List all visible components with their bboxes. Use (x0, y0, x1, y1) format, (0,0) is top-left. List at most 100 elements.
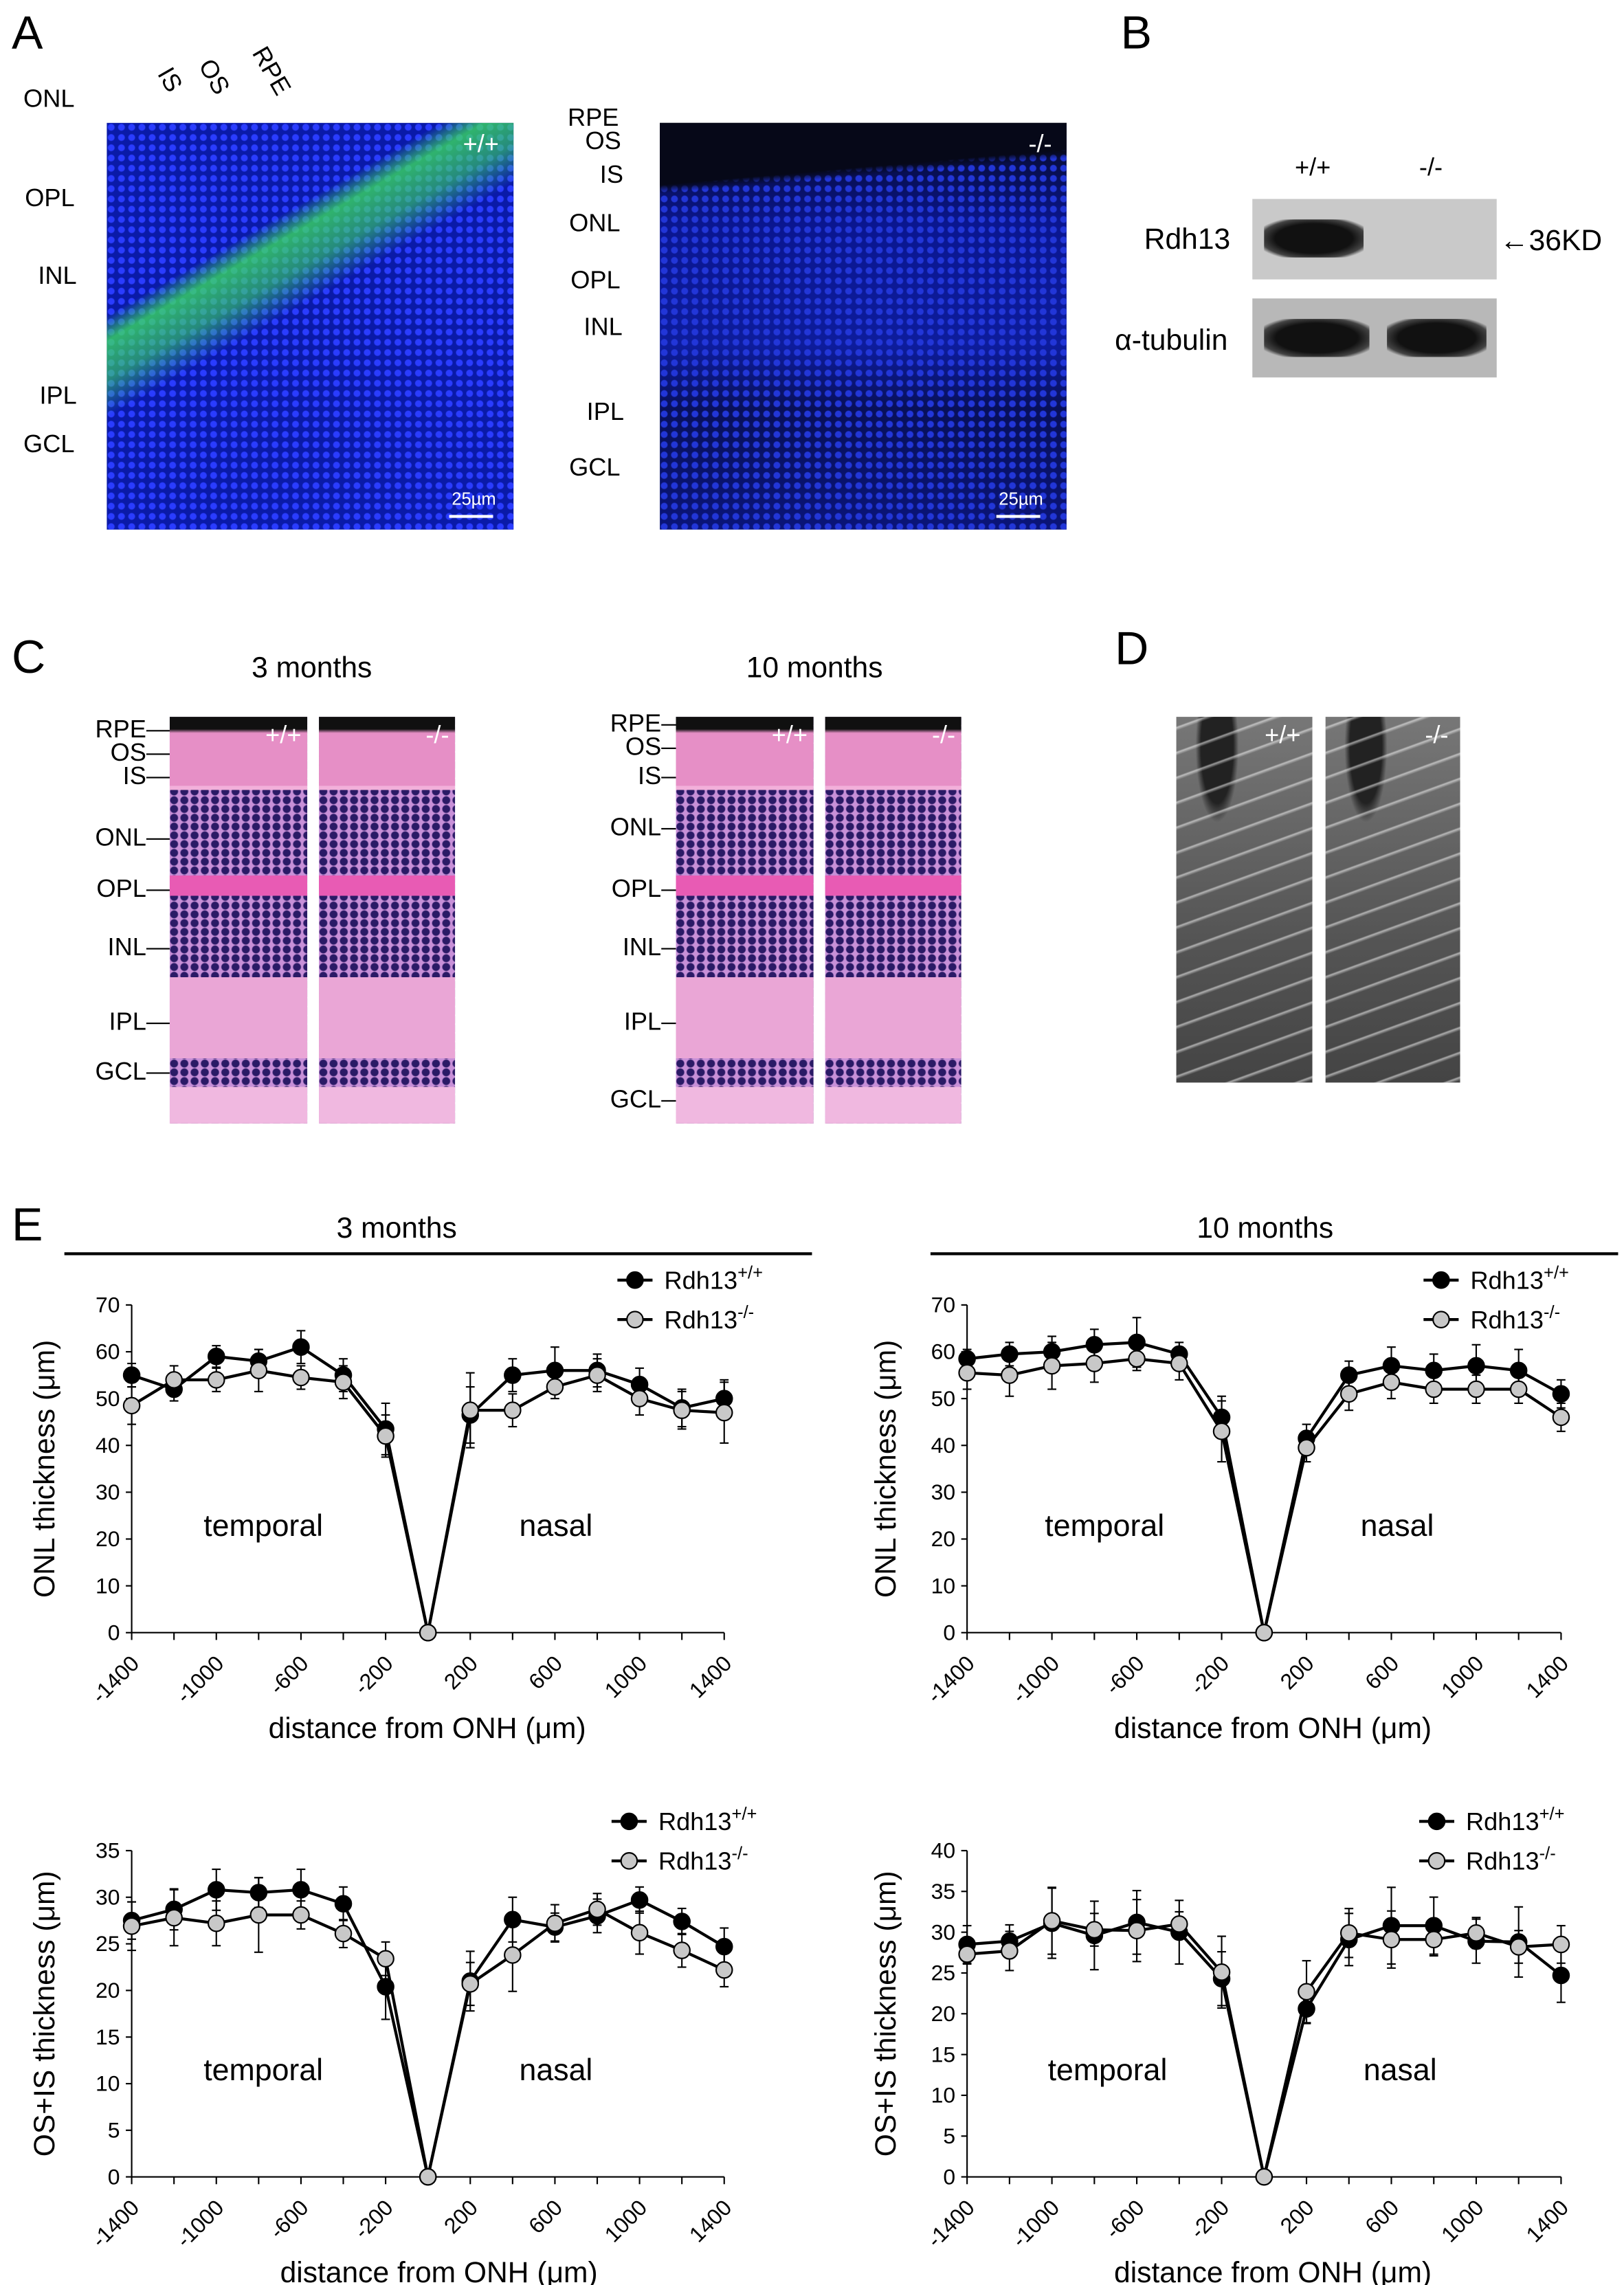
layer-label: INL (622, 933, 662, 961)
layer-label: IS (122, 762, 146, 790)
data-point (419, 1623, 437, 1642)
data-point (334, 1895, 353, 1913)
layer-label: INL (107, 933, 146, 961)
data-point (1043, 1912, 1061, 1930)
data-point (715, 1403, 733, 1422)
layer-label: ONL (610, 813, 662, 842)
genotype-label: +/+ (1265, 721, 1301, 749)
layer-label: OPL (570, 266, 621, 294)
data-point (1001, 1942, 1019, 1960)
data-point (546, 1378, 564, 1396)
layer-label: RPE (610, 709, 662, 737)
layer-label: GCL (95, 1058, 146, 1086)
x-tick-label: 200 (1276, 1651, 1319, 1694)
legend-marker (1432, 1311, 1450, 1328)
y-tick-label: 20 (931, 1526, 956, 1551)
data-point (1085, 1336, 1104, 1354)
x-tick-label: 200 (1276, 2195, 1319, 2238)
data-point (1382, 1357, 1401, 1375)
leader-line (661, 724, 676, 726)
layer-label: OS (585, 127, 621, 155)
x-tick-label: -600 (265, 2195, 313, 2244)
layer-label: IS (599, 161, 624, 189)
genotype-label: +/+ (463, 130, 499, 158)
data-point (165, 1908, 183, 1927)
data-point (207, 1881, 225, 1899)
legend-name: Rdh13 (664, 1306, 737, 1334)
y-tick-label: 0 (108, 1620, 120, 1645)
em-image-wildtype: +/+ (1176, 717, 1313, 1083)
legend-name: Rdh13 (1466, 1847, 1539, 1875)
x-tick-label: -1000 (171, 1651, 228, 1708)
data-point (334, 1924, 353, 1943)
data-point (1128, 1921, 1146, 1940)
y-tick-label: 10 (931, 1573, 956, 1598)
x-axis-title: distance from ONH (μm) (1114, 1712, 1432, 1745)
data-point (504, 1910, 522, 1929)
data-point (1170, 1355, 1188, 1372)
data-point (249, 1361, 268, 1380)
layer-label: OPL (96, 875, 146, 903)
legend-name: Rdh13 (1470, 1266, 1544, 1294)
region-label-temporal: temporal (203, 1509, 323, 1543)
data-point (377, 1427, 394, 1445)
scale-bar (996, 515, 1041, 518)
data-point (1298, 1983, 1315, 2001)
chart-2: 0 10 20 30 40 50 60 70 -1400 -1000 -600 -200 200 600 1… (869, 1264, 1573, 1745)
data-point (630, 1924, 649, 1942)
y-tick-label: 5 (108, 2117, 120, 2142)
x-tick-label: -600 (265, 1651, 313, 1699)
leader-line (146, 777, 170, 779)
data-point (715, 1937, 733, 1956)
data-point (122, 1396, 141, 1415)
blot-band (1264, 319, 1370, 357)
data-point (958, 1363, 976, 1382)
data-point (1509, 1938, 1528, 1956)
confocal-image-knockout: -/- 25µm (660, 122, 1067, 530)
x-tick-label: -200 (349, 2195, 398, 2244)
legend-superscript: +/+ (732, 1805, 757, 1824)
data-point (1170, 1915, 1188, 1933)
y-tick-label: 25 (96, 1931, 120, 1956)
blot-band (1264, 219, 1364, 258)
y-tick-label: 20 (931, 2001, 956, 2026)
data-point (1339, 1924, 1358, 1942)
y-tick-label: 5 (943, 2124, 955, 2148)
data-point (630, 1390, 649, 1407)
layer-label: OS (110, 739, 146, 767)
he-section-10m-knockout: -/- (825, 717, 961, 1124)
layer-label: OPL (611, 875, 662, 903)
data-point (207, 1371, 225, 1389)
data-point (377, 1950, 394, 1968)
region-label-nasal: nasal (520, 1509, 593, 1543)
data-point (1467, 1924, 1485, 1942)
group-rule (64, 1252, 812, 1255)
region-label-nasal: nasal (1364, 2053, 1437, 2087)
legend-marker (1432, 1271, 1450, 1289)
layer-label: GCL (610, 1085, 662, 1114)
x-tick-label: -1400 (87, 1651, 144, 1708)
x-tick-label: 1400 (1521, 1651, 1573, 1703)
leader-line (146, 948, 170, 950)
data-point (1001, 1345, 1019, 1363)
data-point (1212, 1963, 1231, 1981)
data-point (377, 1978, 394, 1996)
data-point (334, 1373, 353, 1392)
x-tick-label: -600 (1100, 2195, 1149, 2244)
x-tick-label: 600 (524, 1651, 567, 1694)
data-point (419, 2167, 437, 2186)
legend-marker (620, 1812, 638, 1831)
leader-line (146, 753, 170, 755)
genotype-label: -/- (1425, 721, 1449, 749)
leader-line (661, 1100, 676, 1102)
data-point (546, 1914, 564, 1932)
data-point (673, 1941, 691, 1959)
data-point (504, 1946, 522, 1964)
data-point (292, 1906, 310, 1924)
data-point (1255, 2167, 1273, 2186)
data-point (1552, 1935, 1570, 1954)
x-tick-label: -1000 (171, 2195, 228, 2252)
confocal-image-wildtype: +/+ 25µm (107, 122, 514, 530)
group-title: 10 months (746, 652, 883, 685)
